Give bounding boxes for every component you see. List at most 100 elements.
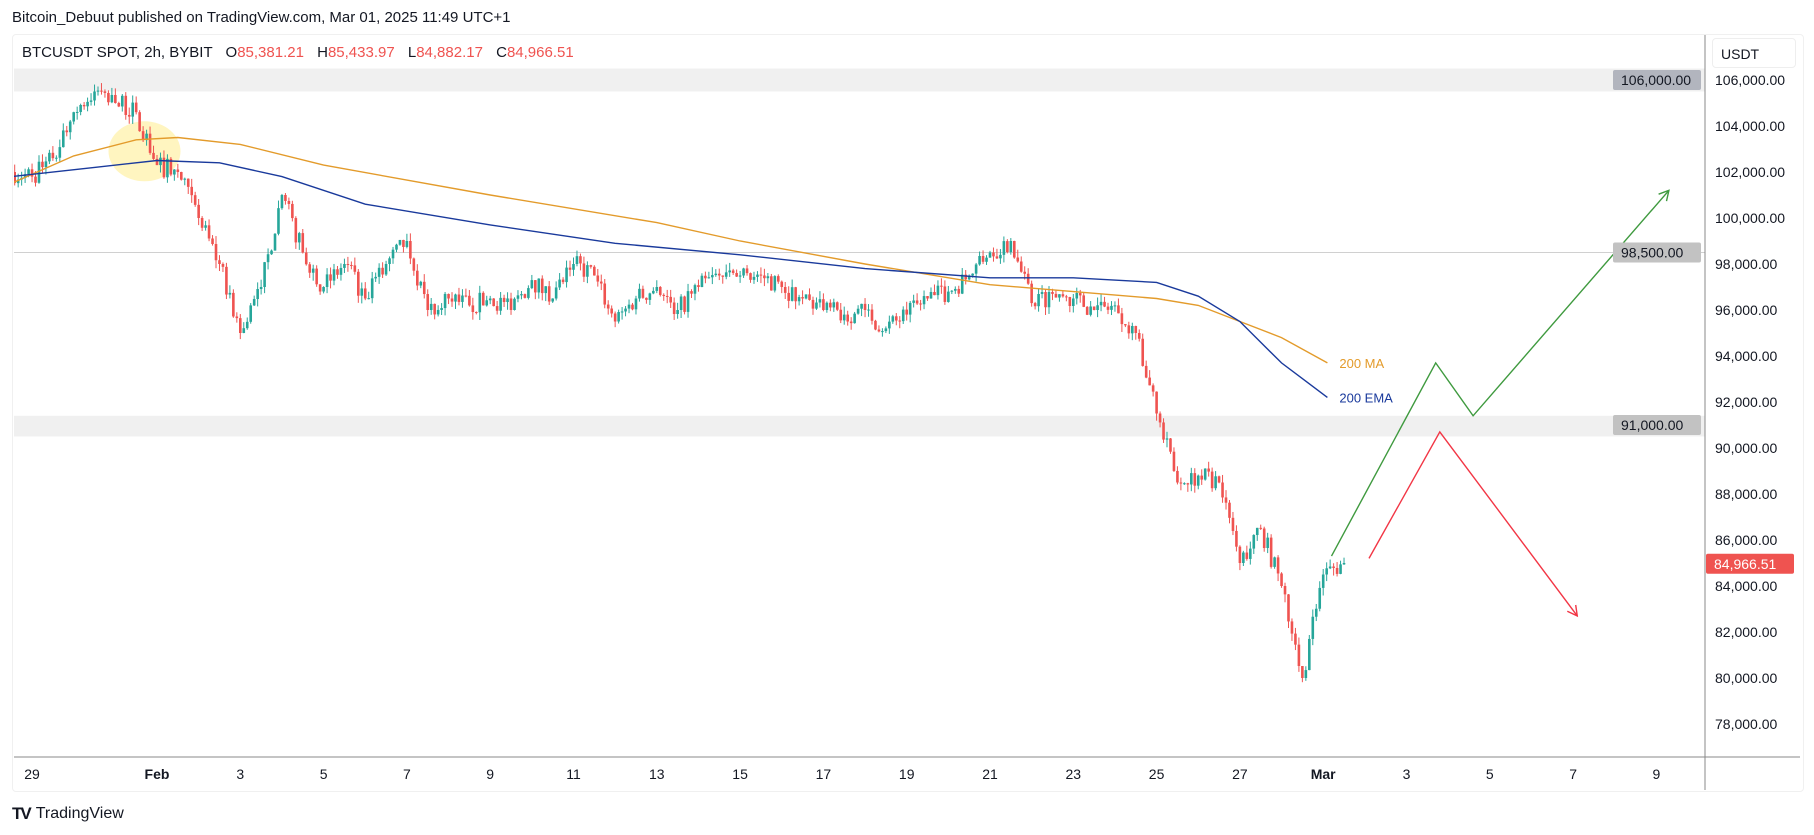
candle — [145, 129, 148, 146]
candle — [96, 86, 100, 96]
candle-body — [1342, 563, 1346, 565]
candle — [506, 292, 509, 310]
candle-body — [679, 296, 683, 310]
candle-body — [773, 276, 777, 291]
candle — [940, 278, 943, 294]
candle-body — [672, 302, 676, 315]
candle — [1245, 545, 1249, 561]
candle-body — [263, 262, 266, 287]
candle — [1127, 321, 1131, 339]
symbol-legend: BTCUSDT SPOT, 2h, BYBIT O85,381.21 H85,4… — [22, 44, 574, 61]
candle-body — [1318, 587, 1322, 609]
candle — [641, 285, 645, 299]
candle-body — [1266, 537, 1269, 549]
currency-button[interactable]: USDT — [1712, 38, 1796, 68]
candle — [1085, 306, 1089, 316]
candle — [1103, 296, 1106, 308]
candle-body — [65, 130, 69, 133]
zone-price-badge: 106,000.00 — [1621, 72, 1691, 88]
candle-body — [520, 294, 523, 296]
candle — [655, 280, 659, 294]
candle-body — [183, 178, 187, 180]
candle — [1155, 391, 1158, 421]
candle — [183, 177, 187, 186]
candle — [1228, 500, 1231, 524]
candle-body — [1026, 273, 1030, 284]
candle-body — [1186, 483, 1190, 485]
candle — [738, 270, 742, 283]
candle-body — [16, 179, 20, 184]
candle — [690, 289, 693, 299]
candle — [30, 163, 34, 183]
candle-body — [44, 161, 48, 168]
candle-body — [117, 103, 121, 107]
candle — [693, 283, 697, 301]
candle-body — [822, 299, 825, 310]
candle — [957, 285, 961, 298]
candle-body — [801, 297, 804, 299]
candle-body — [981, 256, 985, 262]
candle — [61, 123, 65, 148]
candle — [1158, 411, 1162, 428]
candle — [1099, 294, 1103, 312]
candle — [839, 302, 843, 324]
candle — [51, 146, 55, 161]
tradingview-logo-icon: TV — [12, 804, 32, 823]
candle-body — [131, 102, 135, 117]
candle — [891, 314, 895, 324]
candle — [429, 297, 433, 315]
candle-body — [1044, 292, 1047, 308]
candle — [207, 219, 211, 242]
candle-body — [34, 176, 37, 183]
candle-body — [1099, 301, 1103, 306]
candle-body — [55, 157, 58, 159]
candle-body — [1304, 670, 1308, 678]
candle — [291, 200, 294, 222]
candle-body — [450, 298, 454, 302]
x-tick-label: 5 — [1486, 766, 1494, 782]
candle-body — [166, 158, 169, 178]
candle — [1297, 637, 1301, 672]
candle-body — [1297, 644, 1301, 667]
candle — [829, 299, 832, 312]
candle-body — [1075, 293, 1079, 299]
candle — [120, 94, 124, 112]
candle-body — [173, 169, 176, 175]
candle-body — [853, 313, 856, 324]
candle-body — [1110, 305, 1113, 310]
candle-body — [818, 299, 822, 303]
candle — [1096, 297, 1099, 318]
candle-body — [1030, 283, 1033, 304]
candle-body — [787, 292, 790, 301]
x-tick-label: Mar — [1311, 766, 1336, 782]
candle — [284, 193, 287, 205]
candle — [853, 311, 856, 324]
candle — [922, 290, 926, 310]
tradingview-logo[interactable]: TV TradingView — [12, 804, 124, 824]
candle — [572, 257, 575, 276]
candle-body — [929, 291, 933, 299]
candle — [1304, 666, 1308, 681]
candle — [55, 155, 58, 162]
candle — [419, 280, 423, 289]
candle — [988, 250, 992, 258]
candle — [811, 296, 815, 315]
candle — [298, 231, 301, 250]
candle — [724, 264, 728, 280]
candle-body — [839, 309, 843, 321]
close-value: 84,966.51 — [506, 44, 574, 61]
candle — [579, 253, 582, 271]
candle-body — [551, 298, 554, 302]
candle-body — [985, 257, 988, 262]
candle — [867, 304, 870, 317]
candle-body — [1120, 313, 1124, 325]
candle — [37, 155, 41, 184]
candle — [1290, 618, 1294, 641]
candle-body — [1183, 483, 1186, 485]
candle — [1221, 474, 1224, 503]
candle-body — [1096, 305, 1099, 310]
candle — [252, 295, 256, 306]
candle — [273, 233, 277, 251]
candle — [648, 292, 652, 306]
